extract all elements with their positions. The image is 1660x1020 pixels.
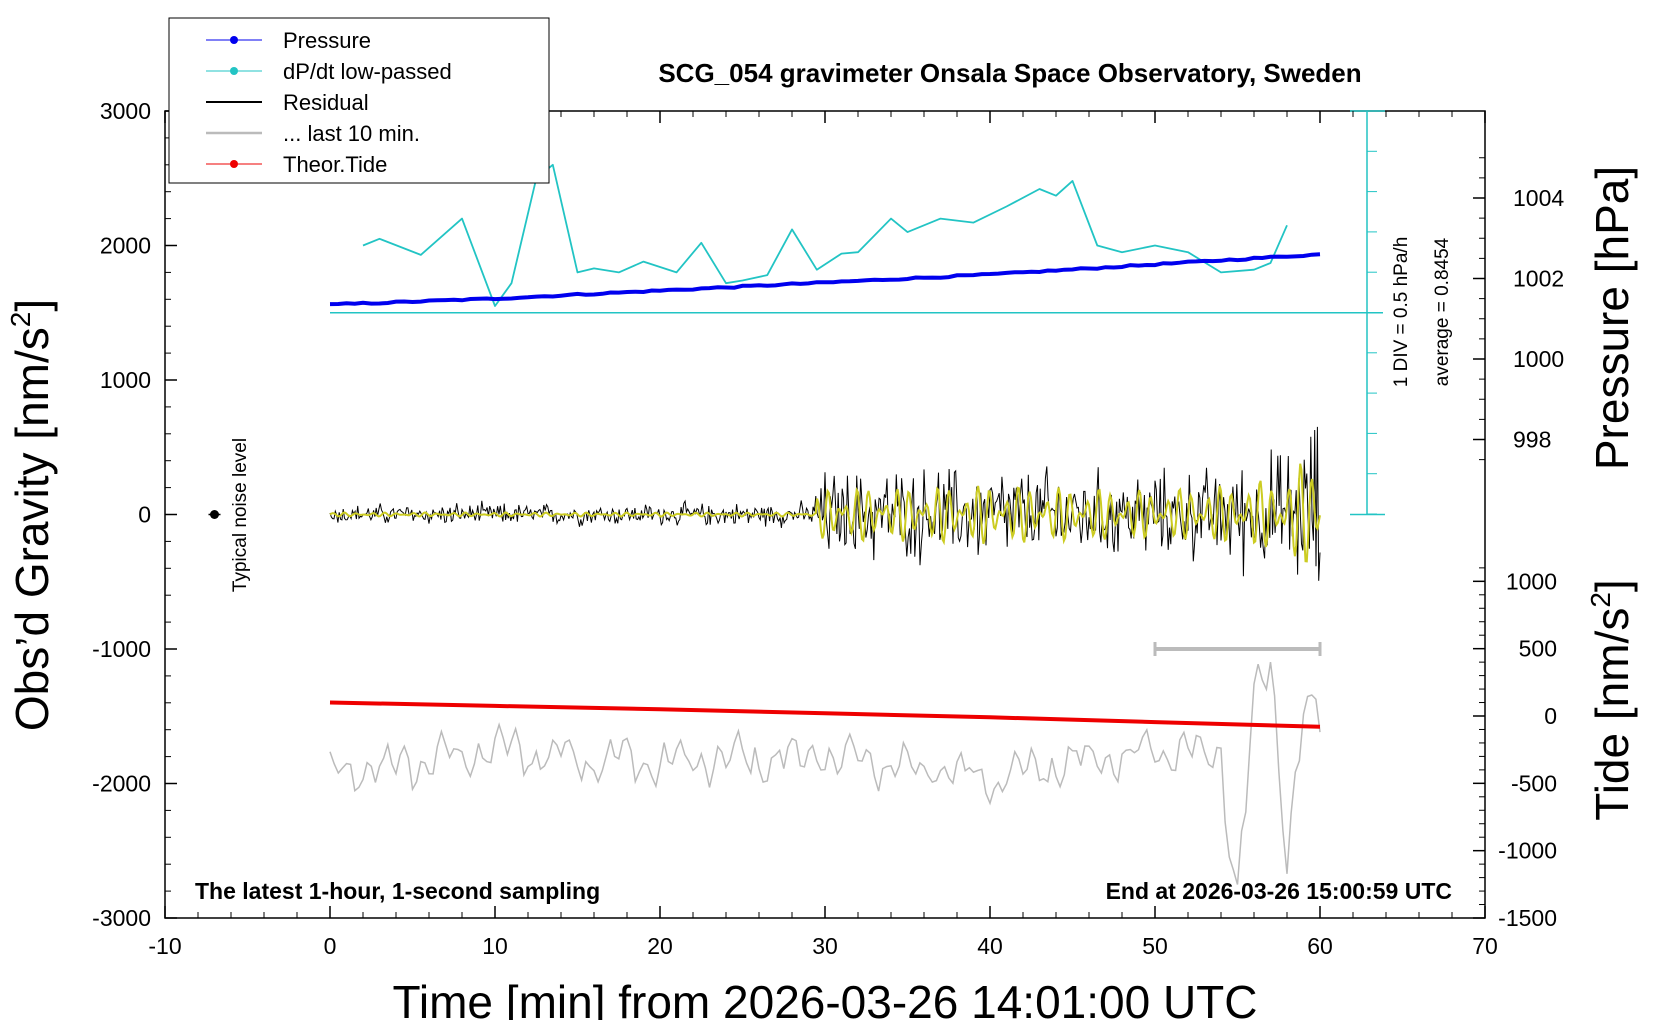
legend-label: Pressure — [283, 28, 371, 53]
x-tick-label: 60 — [1307, 933, 1333, 959]
x-tick-label: 40 — [977, 933, 1003, 959]
y-axis-label-tide: Tide [nm/s2] — [1585, 579, 1638, 820]
x-tick-label: 30 — [812, 933, 838, 959]
legend-label: Theor.Tide — [283, 152, 387, 177]
residual-filtered-line — [329, 463, 1321, 563]
noise-marker — [208, 510, 221, 519]
y-tick-label-left: 1000 — [100, 367, 151, 393]
tide-tick-label: 0 — [1544, 703, 1557, 729]
y-axis-label-left: Obs’d Gravity [nm/s2] — [5, 299, 58, 731]
series-last-10-min — [329, 642, 1322, 885]
legend: Pressure dP/dt low-passed Residual ... last… — [168, 17, 550, 184]
x-axis-label: Time [min] from 2026-03-26 14:01:00 UTC — [393, 976, 1258, 1020]
x-tick-label: 70 — [1472, 933, 1498, 959]
pressure-tick-label: 998 — [1513, 427, 1551, 453]
legend-label: ... last 10 min. — [283, 121, 420, 146]
x-tick-label: 50 — [1142, 933, 1168, 959]
noise-dot — [210, 510, 219, 519]
series-dpdt-low-passed — [362, 163, 1288, 307]
x-tick-label: 10 — [482, 933, 508, 959]
note-sampling: The latest 1-hour, 1-second sampling — [195, 878, 600, 904]
y-tick-label-left: 0 — [138, 502, 151, 528]
dpdt-line — [362, 163, 1288, 307]
pressure-tick-label: 1002 — [1513, 266, 1564, 292]
legend-marker — [230, 36, 238, 44]
last10-line — [329, 661, 1321, 885]
dpdt-scale-bar — [330, 110, 1385, 516]
y-tick-label-left: 3000 — [100, 98, 151, 124]
scale-note-div: 1 DIV = 0.5 hPa/h — [1391, 237, 1412, 388]
tide-tick-label: -500 — [1511, 770, 1557, 796]
tide-line — [329, 700, 1321, 729]
x-tick-label: 20 — [647, 933, 673, 959]
noise-label: Typical noise level — [230, 438, 251, 592]
series-residual — [329, 426, 1321, 581]
tide-tick-label: 500 — [1519, 636, 1557, 662]
y-tick-label-left: -3000 — [92, 905, 151, 931]
chart-title: SCG_054 gravimeter Onsala Space Observat… — [658, 58, 1361, 88]
legend-marker — [230, 160, 238, 168]
series-pressure — [329, 252, 1321, 307]
tide-tick-label: 1000 — [1506, 568, 1557, 594]
y-tick-label-left: 2000 — [100, 233, 151, 259]
y-axis-label-pressure: Pressure [hPa] — [1586, 166, 1638, 470]
y-tick-label-left: -1000 — [92, 636, 151, 662]
x-tick-label: 0 — [324, 933, 337, 959]
axes: -10 0 10 20 30 40 50 60 70 -3000 -2000 -1000 0 1000 20… — [92, 98, 1564, 959]
scale-note-average: average = 0.8454 — [1432, 237, 1453, 386]
legend-label: Residual — [283, 90, 369, 115]
legend-entries: Pressure dP/dt low-passed Residual ... last… — [206, 28, 452, 177]
pressure-tick-label: 1004 — [1513, 185, 1564, 211]
x-tick-label: -10 — [148, 933, 181, 959]
legend-marker — [230, 67, 238, 75]
y-tick-label-left: -2000 — [92, 771, 151, 797]
note-end-time: End at 2026-03-26 15:00:59 UTC — [1106, 878, 1452, 904]
series-theor-tide — [329, 700, 1321, 729]
tide-tick-label: -1000 — [1498, 838, 1557, 864]
tide-tick-label: -1500 — [1498, 905, 1557, 931]
residual-line — [329, 426, 1321, 581]
pressure-line — [329, 252, 1321, 307]
pressure-tick-label: 1000 — [1513, 346, 1564, 372]
legend-box — [168, 17, 550, 184]
legend-label: dP/dt low-passed — [283, 59, 452, 84]
